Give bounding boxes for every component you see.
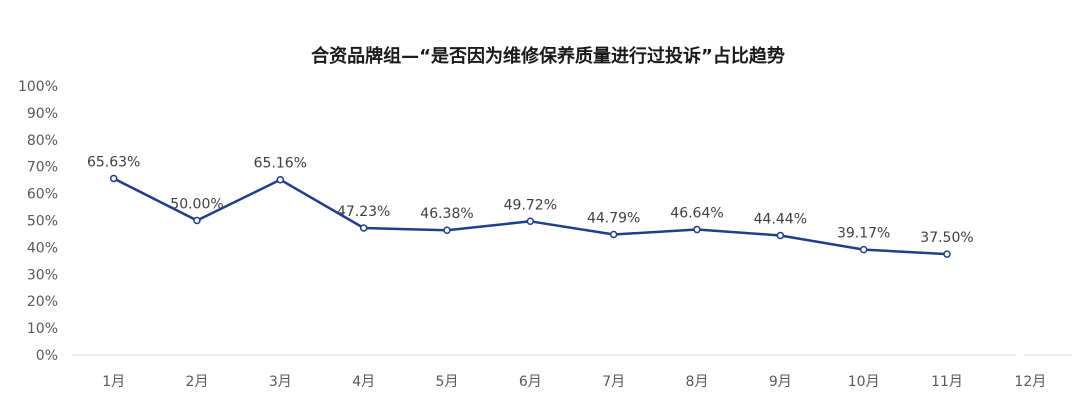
y-axis-ticks: 0% 10% 20% 30% 40% 50% 60% 70% 80% 90% 100% xyxy=(18,79,58,364)
y-tick-label: 60% xyxy=(27,187,58,203)
y-tick-label: 30% xyxy=(27,267,58,283)
x-tick-label: 6月 xyxy=(519,374,542,390)
x-tick-label: 8月 xyxy=(686,374,709,390)
data-point xyxy=(109,174,118,183)
chart-title: 合资品牌组—“是否因为维修保养质量进行过投诉”占比趋势 xyxy=(311,45,785,67)
y-tick-label: 20% xyxy=(27,294,58,310)
x-tick-label: 10月 xyxy=(848,374,880,390)
data-point xyxy=(359,224,368,232)
data-label: 65.63% xyxy=(87,154,140,170)
data-point xyxy=(693,225,701,234)
x-tick-label: 3月 xyxy=(269,374,292,390)
data-label: 46.38% xyxy=(420,206,473,222)
data-point xyxy=(193,216,201,225)
y-tick-label: 40% xyxy=(27,240,58,256)
data-label: 44.79% xyxy=(587,211,640,227)
data-label: 37.50% xyxy=(920,230,973,246)
y-tick-label: 90% xyxy=(27,106,58,122)
x-tick-label: 11月 xyxy=(931,374,963,390)
series-line-group xyxy=(113,177,948,256)
data-label: 39.17% xyxy=(837,226,890,242)
x-tick-label: 2月 xyxy=(186,374,209,390)
x-tick-label: 4月 xyxy=(352,374,375,390)
y-tick-label: 50% xyxy=(27,214,58,230)
y-tick-label: 10% xyxy=(27,321,58,337)
x-tick-label: 1月 xyxy=(102,374,125,390)
x-tick-label: 5月 xyxy=(436,374,459,390)
data-point xyxy=(443,226,451,234)
data-label: 46.64% xyxy=(670,206,723,222)
data-label: 49.72% xyxy=(504,197,557,213)
data-labels-group: 65.63% 50.00% 65.16% 47.23% 46.38% 49.72% 44.7… xyxy=(87,154,974,246)
data-point xyxy=(609,230,618,239)
y-tick-label: 0% xyxy=(36,348,58,364)
y-tick-label: 100% xyxy=(18,79,58,95)
y-tick-label: 70% xyxy=(27,160,58,176)
y-tick-label: 80% xyxy=(27,133,58,149)
data-label: 65.16% xyxy=(254,156,307,172)
data-point xyxy=(776,231,785,240)
x-tick-label: 7月 xyxy=(602,374,625,390)
data-point xyxy=(276,175,285,184)
data-point xyxy=(526,217,535,226)
data-label: 44.44% xyxy=(754,211,807,227)
series-points-group xyxy=(109,174,951,258)
series-line xyxy=(113,177,948,256)
x-axis-ticks: 1月 2月 3月 4月 5月 6月 7月 8月 9月 10月 11月 12月 xyxy=(102,374,1046,390)
data-label: 47.23% xyxy=(337,204,390,220)
data-label: 50.00% xyxy=(170,197,223,213)
x-tick-label: 9月 xyxy=(769,374,792,390)
data-point xyxy=(859,245,868,254)
data-point xyxy=(943,250,951,258)
x-tick-label: 12月 xyxy=(1014,374,1046,390)
